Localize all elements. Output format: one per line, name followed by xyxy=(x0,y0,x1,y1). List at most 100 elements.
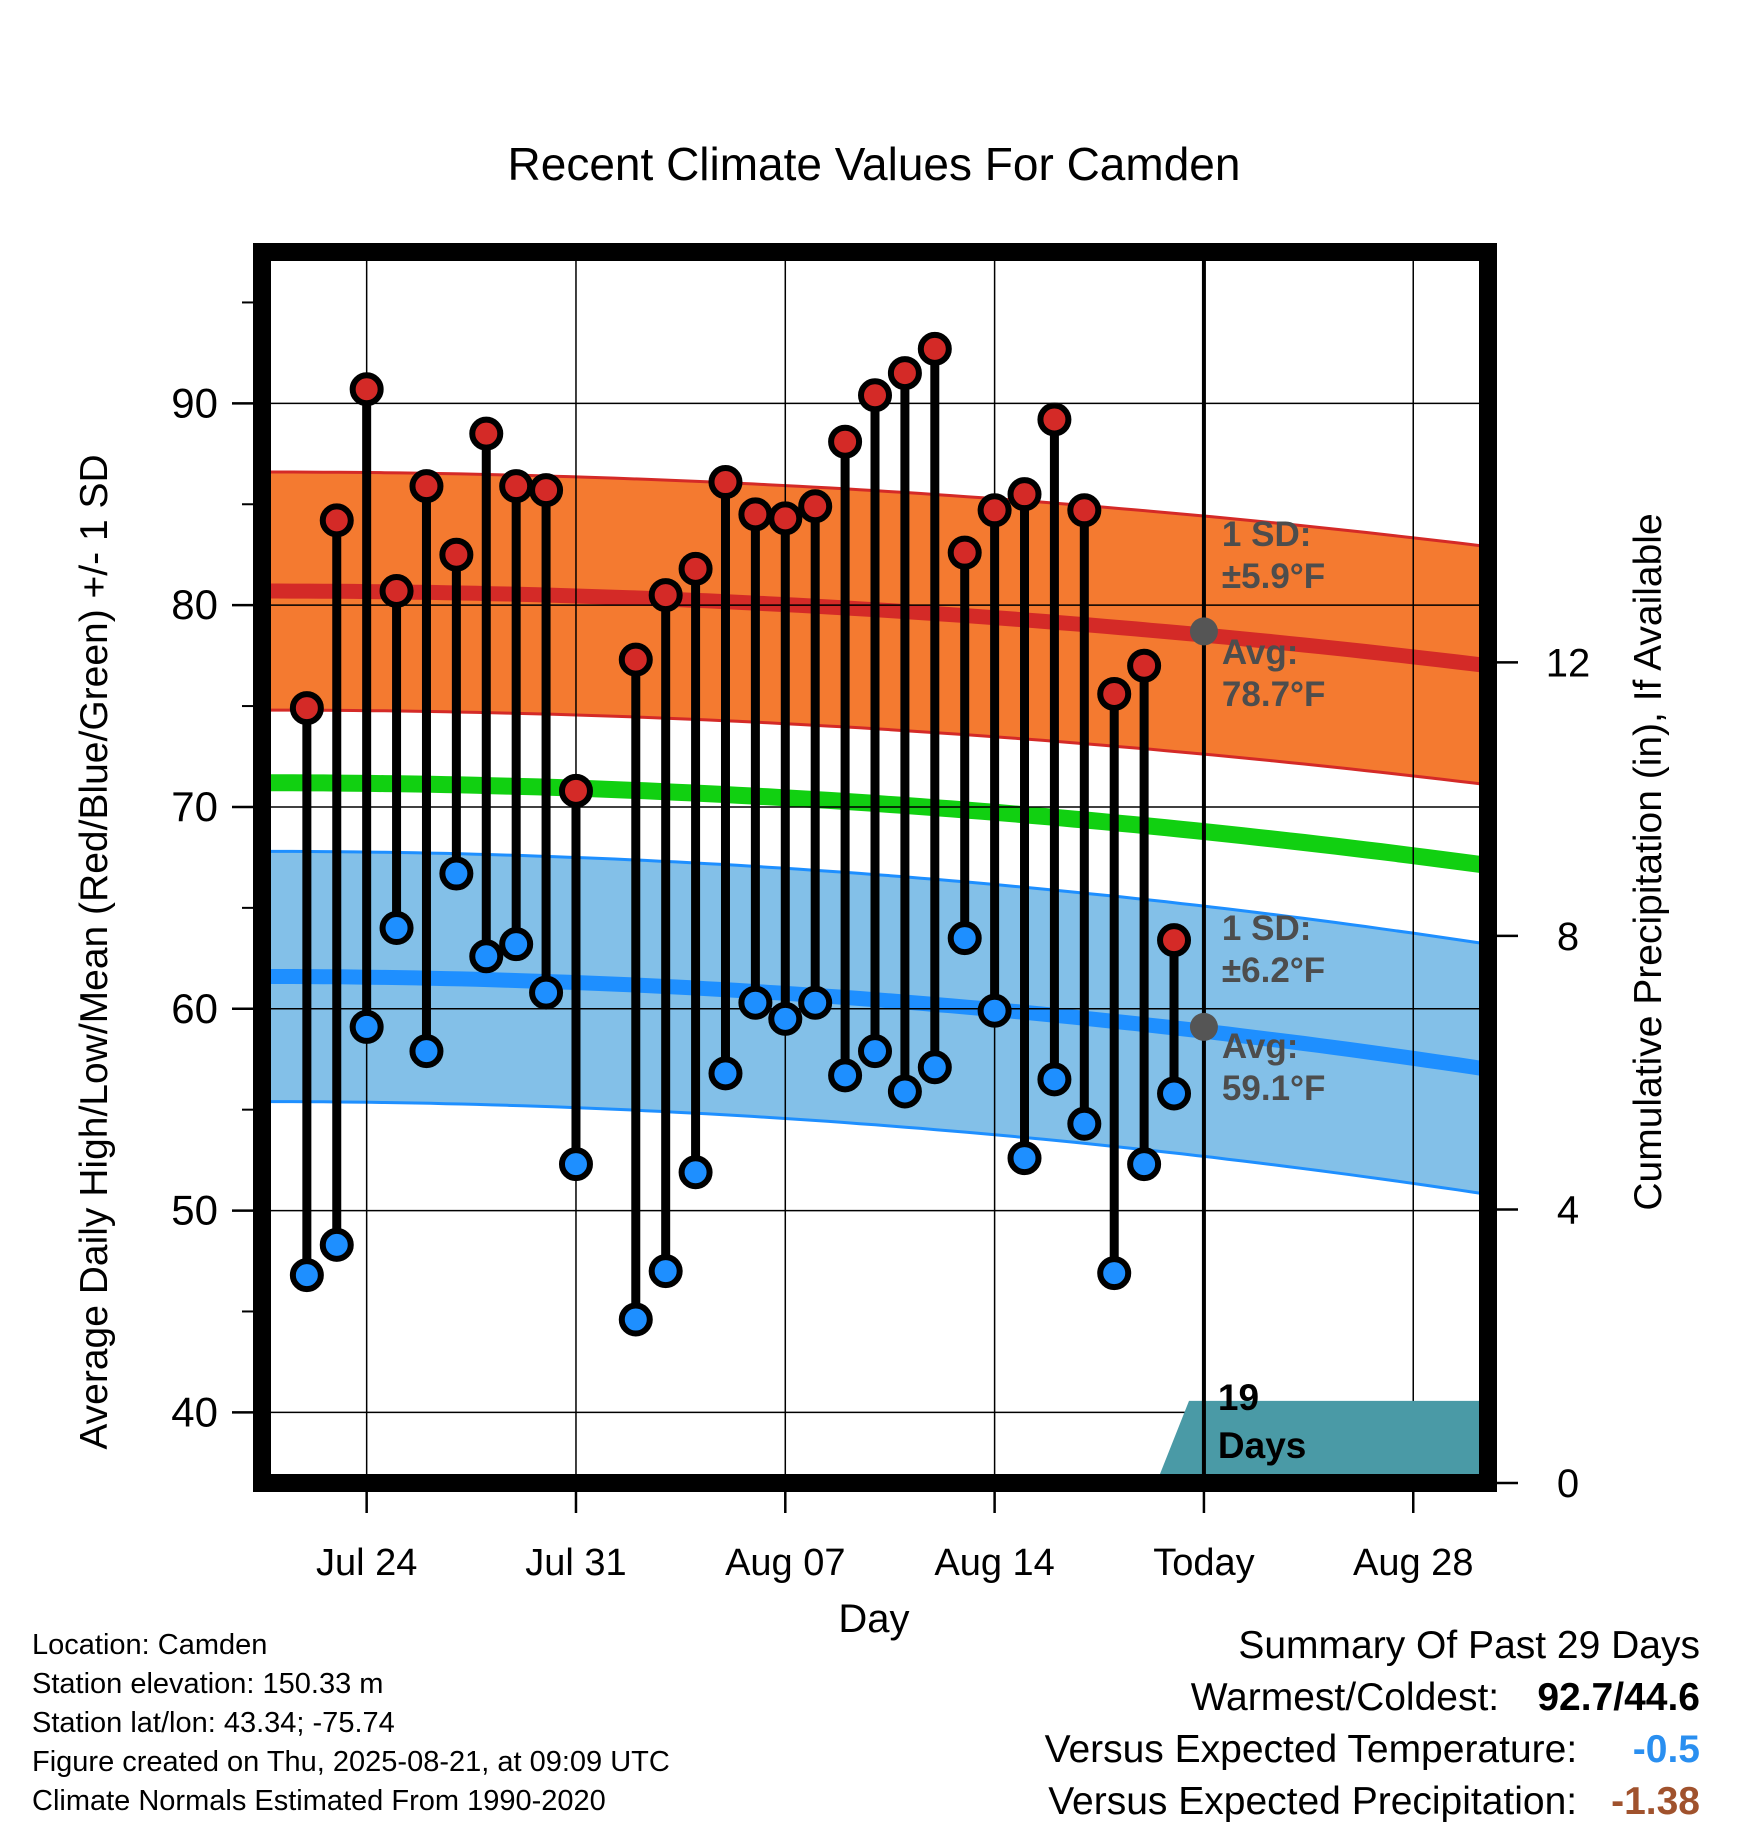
daily-low-point xyxy=(678,1155,713,1190)
daily-high-point xyxy=(1067,493,1102,528)
latlon-text: Station lat/lon: 43.34; -75.74 xyxy=(32,1707,395,1739)
daily-high-point xyxy=(558,773,593,808)
daily-high-point xyxy=(768,501,803,536)
daily-low-point xyxy=(798,985,833,1020)
daily-low-point xyxy=(858,1034,892,1069)
daily-high-point xyxy=(708,465,743,500)
daily-low-point xyxy=(529,975,564,1010)
daily-low-point xyxy=(1007,1141,1042,1176)
temp-label: Versus Expected Temperature: xyxy=(1044,1728,1578,1771)
daily-high-point xyxy=(917,331,952,366)
high-avg-label: Avg: xyxy=(1222,633,1298,672)
x-tick-label: Aug 28 xyxy=(1353,1542,1473,1584)
daily-low-point xyxy=(349,1009,384,1044)
low-sd-lower-edge xyxy=(262,1100,1488,1196)
chart-title: Recent Climate Values For Camden xyxy=(508,138,1241,190)
daily-low-point xyxy=(1067,1106,1102,1141)
daily-high-point xyxy=(289,691,324,726)
x-tick-label: Aug 07 xyxy=(725,1542,845,1584)
summary-title: Summary Of Past 29 Days xyxy=(1238,1624,1700,1667)
x-tick-label: Today xyxy=(1153,1542,1254,1584)
created-text: Figure created on Thu, 2025-08-21, at 09… xyxy=(32,1746,670,1778)
daily-high-point xyxy=(977,493,1012,528)
daily-high-point xyxy=(1127,648,1162,683)
precipitation-area xyxy=(262,1400,1488,1483)
daily-low-point xyxy=(319,1227,354,1262)
daily-high-point xyxy=(499,469,534,504)
y-axis-label: Average Daily High/Low/Mean (Red/Blue/Gr… xyxy=(73,454,116,1449)
high-sd-value: ±5.9°F xyxy=(1222,557,1325,596)
y2-axis-label: Cumulative Precipitation (in), If Availa… xyxy=(1627,513,1670,1210)
high-sd-label: 1 SD: xyxy=(1222,515,1311,554)
daily-low-point xyxy=(977,993,1012,1028)
daily-high-point xyxy=(529,473,564,508)
daily-high-point xyxy=(1037,402,1072,437)
daily-high-point xyxy=(349,372,384,407)
summary-warm-cold-row: Warmest/Coldest: 92.7/44.6 xyxy=(1045,1672,1700,1724)
x-tick-label: Aug 14 xyxy=(934,1542,1054,1584)
days-label: Days xyxy=(1218,1425,1306,1466)
daily-high-point xyxy=(648,578,683,613)
daily-high-point xyxy=(738,497,773,532)
warm-cold-value: 92.7/44.6 xyxy=(1537,1676,1700,1719)
daily-low-point xyxy=(1157,1076,1192,1111)
daily-low-point xyxy=(409,1034,444,1069)
summary-panel: Summary Of Past 29 Days Warmest/Coldest:… xyxy=(1045,1620,1700,1828)
daily-low-point xyxy=(289,1258,324,1293)
high-avg-value: 78.7°F xyxy=(1222,675,1326,714)
daily-high-point xyxy=(1097,676,1132,711)
daily-low-point xyxy=(439,856,474,891)
y-tick-label: 90 xyxy=(171,379,218,426)
daily-low-point xyxy=(1097,1256,1132,1291)
daily-high-point xyxy=(887,356,922,391)
daily-low-point xyxy=(499,927,534,962)
warm-cold-label: Warmest/Coldest: xyxy=(1190,1676,1500,1719)
low-avg-value: 59.1°F xyxy=(1222,1069,1326,1108)
daily-high-point xyxy=(1007,477,1042,512)
y-tick-label: 80 xyxy=(171,581,218,628)
daily-low-point xyxy=(738,985,773,1020)
low-sd-label: 1 SD: xyxy=(1222,909,1311,948)
location-text: Location: Camden xyxy=(32,1629,268,1661)
plot-area xyxy=(262,252,1488,1483)
plot-frame xyxy=(253,243,1497,1492)
daily-high-point xyxy=(1157,923,1192,958)
x-tick-label: Jul 24 xyxy=(316,1542,417,1584)
low-avg-label: Avg: xyxy=(1222,1027,1298,1066)
daily-high-point xyxy=(947,535,982,570)
daily-high-point xyxy=(618,642,653,677)
normals-text: Climate Normals Estimated From 1990-2020 xyxy=(32,1785,606,1817)
daily-high-point xyxy=(409,469,444,504)
daily-high-point xyxy=(469,416,504,451)
daily-low-point xyxy=(887,1074,922,1109)
daily-low-point xyxy=(648,1254,683,1289)
daily-low-point xyxy=(708,1056,743,1091)
y-tick-label: 60 xyxy=(171,985,218,1032)
station-info: Location: Camden Station elevation: 150.… xyxy=(32,1626,670,1821)
summary-temp-row: Versus Expected Temperature: -0.5 xyxy=(1045,1724,1700,1776)
x-axis-label: Day xyxy=(838,1597,909,1641)
precip-label: Versus Expected Precipitation: xyxy=(1048,1780,1578,1823)
daily-low-point xyxy=(1127,1147,1162,1182)
y-tick-label: 40 xyxy=(171,1388,218,1435)
daily-high-point xyxy=(319,503,354,538)
elevation-text: Station elevation: 150.33 m xyxy=(32,1668,384,1700)
daily-high-point xyxy=(828,424,863,459)
today-high-avg-marker xyxy=(1189,617,1218,646)
y2-tick-label: 12 xyxy=(1546,641,1591,685)
y2-tick-label: 4 xyxy=(1557,1188,1579,1232)
y-tick-label: 50 xyxy=(171,1187,218,1234)
temp-value: -0.5 xyxy=(1632,1728,1700,1771)
daily-high-point xyxy=(858,378,892,413)
daily-low-point xyxy=(618,1302,653,1337)
precip-value: -1.38 xyxy=(1611,1780,1700,1823)
summary-precip-row: Versus Expected Precipitation: -1.38 xyxy=(1045,1776,1700,1828)
daily-high-point xyxy=(439,537,474,572)
y2-tick-label: 8 xyxy=(1557,915,1579,959)
daily-low-point xyxy=(768,1001,803,1036)
low-sd-value: ±6.2°F xyxy=(1222,951,1325,990)
daily-high-point xyxy=(798,489,833,524)
daily-high-point xyxy=(678,551,713,586)
daily-low-point xyxy=(828,1058,863,1093)
